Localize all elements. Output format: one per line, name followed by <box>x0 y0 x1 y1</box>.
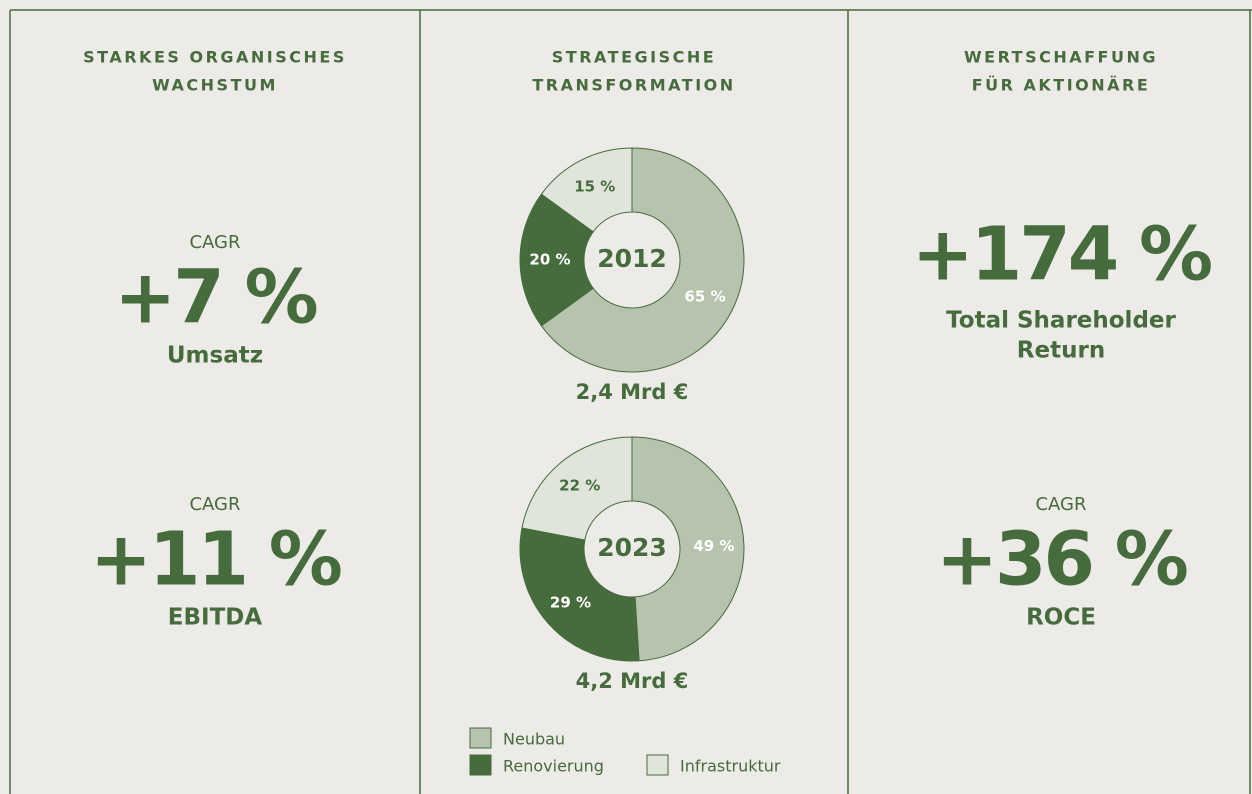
metric-name: EBITDA <box>168 605 263 631</box>
metric-value: +11 % <box>90 517 341 603</box>
column-title: STARKES ORGANISCHES <box>83 48 347 67</box>
slice-label: 29 % <box>550 594 591 612</box>
donut-caption: 2,4 Mrd € <box>576 380 689 404</box>
metric-label: CAGR <box>189 232 240 253</box>
metric-name: Total Shareholder <box>946 308 1176 334</box>
metric-name: Umsatz <box>167 343 263 369</box>
donut-slice <box>521 436 633 541</box>
slice-label: 22 % <box>559 476 600 494</box>
metric-name: Return <box>1017 338 1105 364</box>
frame <box>9 9 1252 794</box>
donut-slice <box>540 147 633 233</box>
legend-swatch <box>469 754 492 776</box>
slice-label: 65 % <box>684 288 725 306</box>
slice-label: 15 % <box>574 177 615 195</box>
metric-name: ROCE <box>1026 605 1096 631</box>
donut-slice <box>631 436 745 662</box>
slice-label: 20 % <box>529 251 570 269</box>
column-title: TRANSFORMATION <box>532 76 735 95</box>
donut-slice <box>519 193 594 327</box>
legend-swatch <box>646 754 669 776</box>
donut-center-label: 2023 <box>597 533 667 562</box>
donut-caption: 4,2 Mrd € <box>576 669 689 693</box>
donut-slice <box>540 147 745 373</box>
metric-label: CAGR <box>189 494 240 515</box>
legend-label: Infrastruktur <box>680 757 781 776</box>
metric-label: CAGR <box>1035 494 1086 515</box>
slice-label: 49 % <box>693 537 734 555</box>
column-title: WACHSTUM <box>152 76 278 95</box>
column-title: WERTSCHAFFUNG <box>964 48 1158 67</box>
metric-value: +36 % <box>936 517 1187 603</box>
column-title: FÜR AKTIONÄRE <box>972 76 1151 95</box>
legend-label: Renovierung <box>503 757 604 776</box>
legend-label: Neubau <box>503 730 565 749</box>
legend-swatch <box>469 727 492 749</box>
metric-value: +7 % <box>114 255 316 341</box>
metric-value: +174 % <box>912 212 1211 298</box>
column-title: STRATEGISCHE <box>552 48 716 67</box>
donut-center-label: 2012 <box>597 244 667 273</box>
donut-slice <box>519 527 640 662</box>
